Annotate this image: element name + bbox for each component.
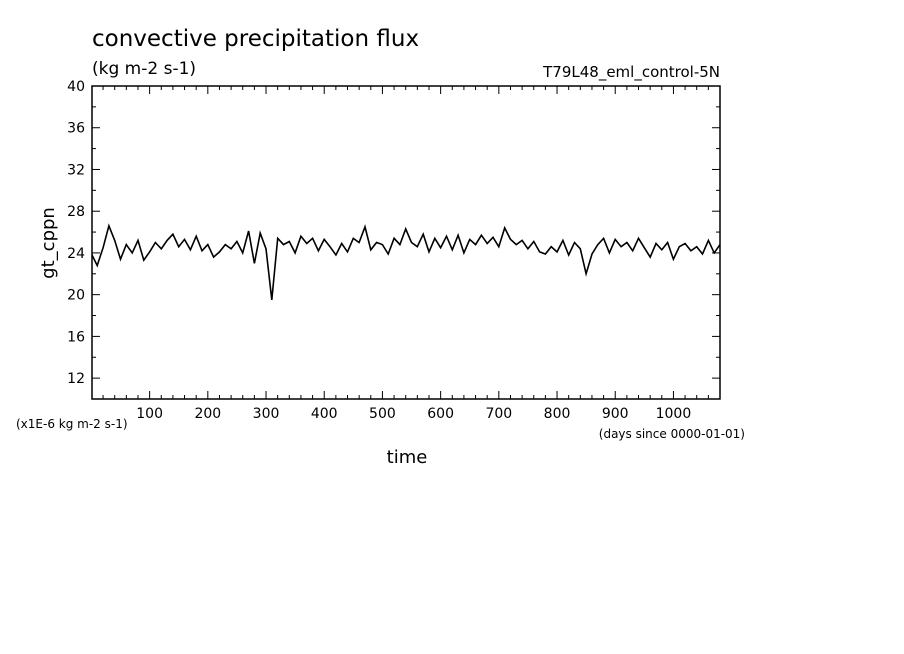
- dataset-label: T79L48_eml_control-5N: [542, 63, 720, 82]
- y-tick-label: 28: [67, 204, 85, 220]
- x-tick-label: 700: [485, 406, 512, 422]
- x-tick-label: 800: [544, 406, 571, 422]
- x-tick-label: 1000: [656, 406, 692, 422]
- y-tick-label: 16: [67, 329, 85, 345]
- chart-units: (kg m-2 s-1): [92, 59, 196, 79]
- x-tick-label: 200: [194, 406, 221, 422]
- x-axis: 100 200 300 400 500 600 700 800 900 1000: [102, 86, 709, 422]
- y-axis-label: gt_cppn: [38, 207, 59, 279]
- x-tick-label: 400: [311, 406, 338, 422]
- x-tick-label: 500: [369, 406, 396, 422]
- y-tick-label: 24: [67, 246, 85, 262]
- y-scale-note: (x1E-6 kg m-2 s-1): [16, 417, 128, 431]
- y-tick-label: 12: [67, 371, 85, 387]
- plot-area: 12 16 20 24 28 32 36 40 100 200 300 400 500 600 700 80…: [67, 79, 721, 422]
- x-tick-label: 300: [253, 406, 280, 422]
- y-axis: 12 16 20 24 28 32 36 40: [67, 79, 720, 400]
- x-axis-label: time: [387, 447, 428, 468]
- x-tick-label: 600: [427, 406, 454, 422]
- y-tick-label: 32: [67, 162, 85, 178]
- x-tick-label: 900: [602, 406, 629, 422]
- series-line: [91, 223, 721, 300]
- y-tick-label: 20: [67, 288, 85, 304]
- x-units-label: (days since 0000-01-01): [599, 427, 745, 441]
- x-tick-label: 100: [136, 406, 163, 422]
- y-tick-label: 40: [67, 79, 85, 95]
- y-tick-label: 36: [67, 121, 85, 137]
- chart-title: convective precipitation flux: [92, 26, 419, 52]
